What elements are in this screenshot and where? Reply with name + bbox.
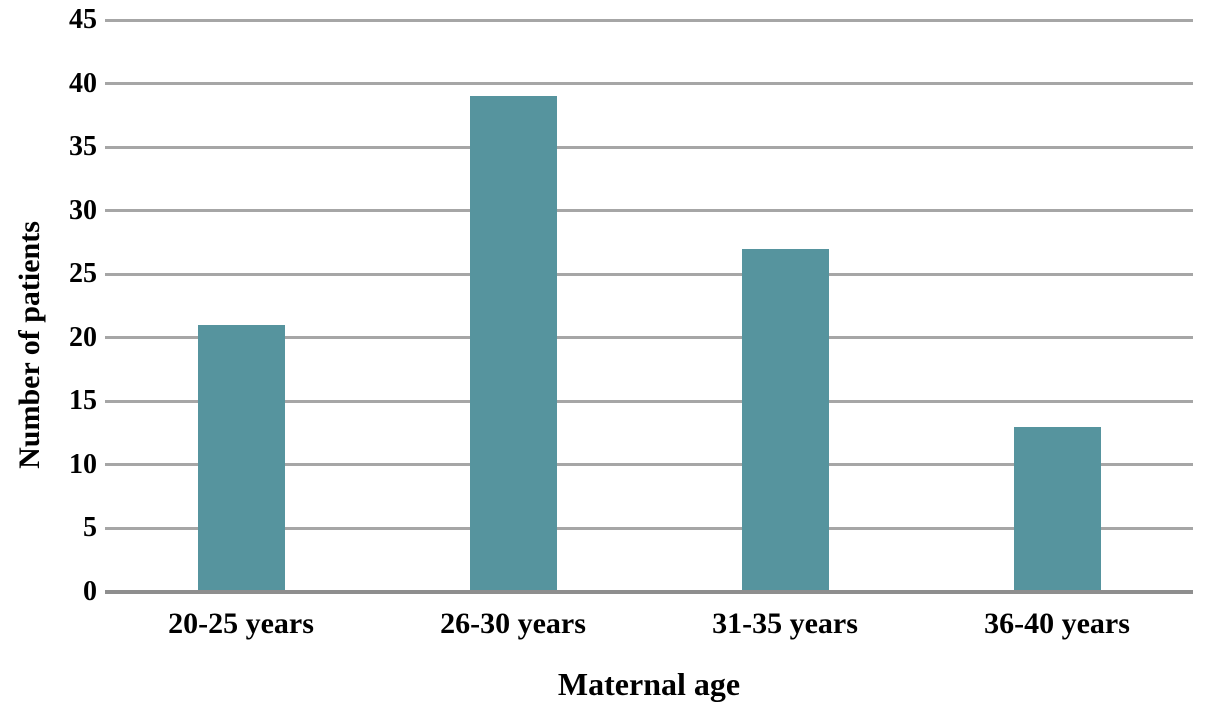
gridline-y-25	[105, 272, 1193, 276]
y-tick-label-45: 45	[69, 4, 97, 35]
bar-20-25-years	[197, 325, 285, 592]
y-tick-label-35: 35	[69, 131, 97, 163]
plot-area	[105, 18, 1193, 592]
y-tick-label-40: 40	[69, 67, 97, 99]
gridline-y-45	[105, 18, 1193, 22]
y-tick-label-0: 0	[83, 576, 97, 607]
x-category-label-2: 26-30 years	[440, 607, 586, 640]
gridline-y-40	[105, 82, 1193, 86]
y-tick-label-20: 20	[69, 321, 97, 353]
y-tick-label-25: 25	[69, 258, 97, 290]
y-tick-label-15: 15	[69, 385, 97, 417]
gridline-y-35	[105, 145, 1193, 149]
x-axis-title: Maternal age	[557, 666, 741, 702]
x-axis-baseline	[105, 590, 1193, 594]
bar-26-30-years	[469, 96, 557, 592]
gridline-y-20	[105, 336, 1193, 340]
gridline-y-10	[105, 463, 1193, 467]
bar-36-40-years	[1013, 426, 1101, 592]
y-tick-label-10: 10	[69, 448, 97, 480]
gridline-y-15	[105, 399, 1193, 403]
gridline-y-30	[105, 209, 1193, 213]
y-tick-label-5: 5	[83, 512, 97, 544]
y-tick-label-30: 30	[69, 194, 97, 226]
gridline-y-5	[105, 526, 1193, 530]
x-category-label-1: 20-25 years	[168, 607, 314, 640]
x-category-label-4: 36-40 years	[984, 607, 1130, 640]
bar-31-35-years	[741, 248, 829, 592]
x-category-label-3: 31-35 years	[712, 607, 858, 640]
